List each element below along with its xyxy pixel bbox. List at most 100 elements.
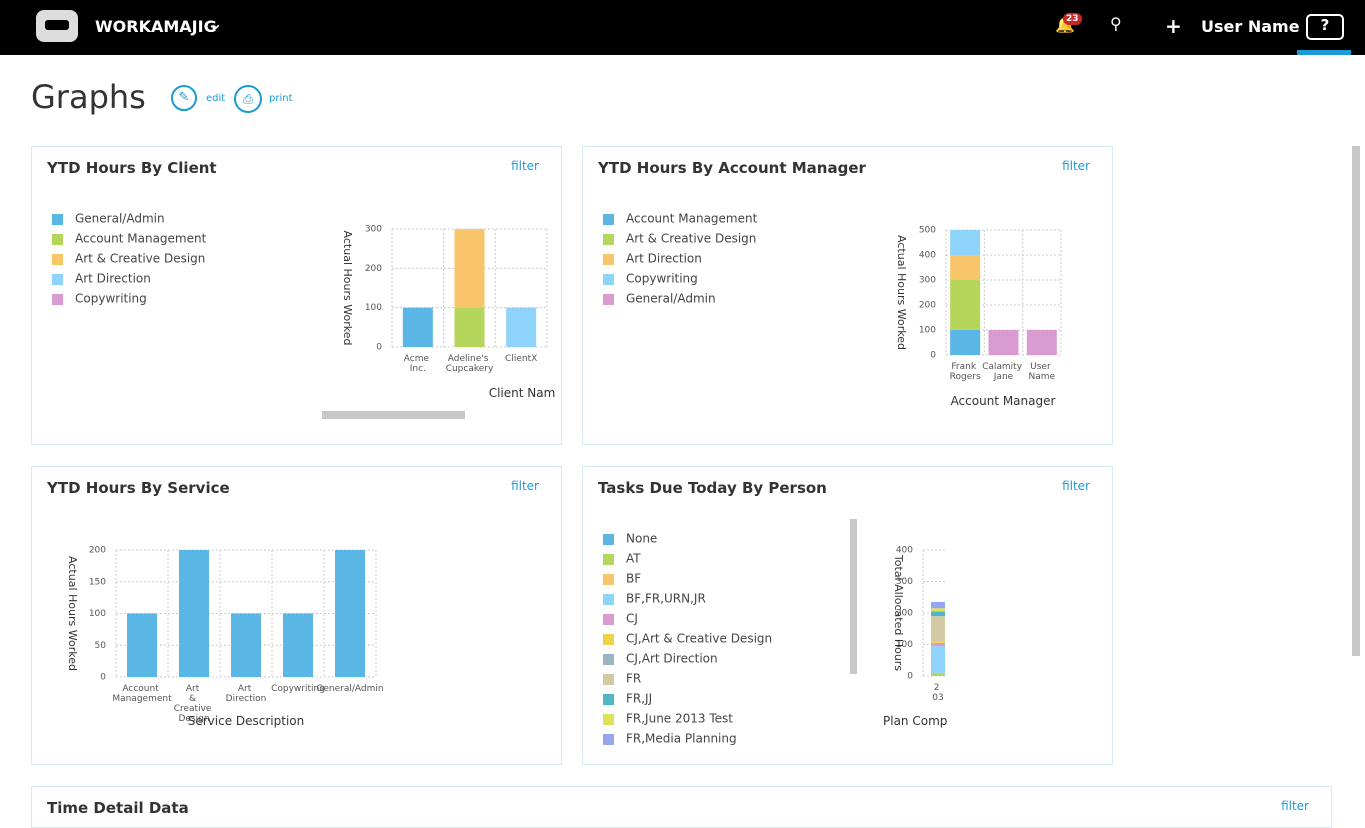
chart-panel: Tasks Due Today By Person filter 2 03 0 100 2… bbox=[582, 466, 1113, 765]
legend-swatch bbox=[603, 234, 614, 245]
label-line: Cupcakery bbox=[446, 364, 494, 374]
legend-swatch bbox=[52, 274, 63, 285]
logo[interactable] bbox=[36, 10, 78, 42]
print-icon[interactable]: ⎙ bbox=[234, 85, 262, 113]
legend-swatch bbox=[603, 714, 614, 725]
filter-link[interactable]: filter bbox=[1062, 159, 1090, 173]
legend-swatch bbox=[603, 214, 614, 225]
add[interactable]: + bbox=[1165, 14, 1182, 38]
y-axis-label: Actual Hours Worked bbox=[66, 556, 79, 671]
label-line: Creative bbox=[174, 704, 215, 714]
legend-swatch bbox=[603, 574, 614, 585]
bar-segment bbox=[454, 229, 485, 308]
x-tick-label: ClientX bbox=[505, 354, 537, 364]
bar-segment bbox=[950, 255, 981, 280]
legend-label: Art & Creative Design bbox=[626, 232, 756, 246]
h-scrollbar bbox=[322, 411, 465, 419]
label-line: & bbox=[189, 694, 199, 704]
bar-segment bbox=[950, 280, 981, 330]
brand[interactable]: WORKAMAJIG bbox=[95, 17, 217, 36]
time-detail-panel: Time Detail Data filter bbox=[31, 786, 1332, 828]
legend-label: General/Admin bbox=[626, 292, 716, 306]
legend-swatch bbox=[52, 294, 63, 305]
legend-swatch bbox=[52, 234, 63, 245]
label-line: 2 bbox=[934, 683, 943, 693]
x-tick-label: Calamity Jane bbox=[982, 362, 1025, 382]
label-line: Calamity bbox=[982, 362, 1025, 372]
bar bbox=[231, 613, 261, 677]
brand-caret[interactable]: ⌄ bbox=[209, 14, 223, 33]
legend-swatch bbox=[603, 674, 614, 685]
y-tick-label: 0 bbox=[100, 673, 106, 683]
label-line: Direction bbox=[226, 694, 267, 704]
x-tick-label: Acme Inc. bbox=[404, 354, 432, 374]
y-tick-label: 300 bbox=[919, 276, 936, 286]
edit-link[interactable]: edit bbox=[206, 93, 226, 104]
bar bbox=[127, 613, 157, 677]
bar-segment bbox=[1026, 330, 1057, 355]
y-axis-label: Total Allocated Hours bbox=[892, 554, 905, 671]
legend-label: BF,FR,URN,JR bbox=[626, 592, 706, 606]
legend: Account Management Art & Creative Design A… bbox=[603, 212, 758, 306]
legend-label: CJ,Art Direction bbox=[626, 652, 718, 666]
legend-swatch bbox=[603, 274, 614, 285]
print-link[interactable]: print bbox=[269, 93, 293, 104]
legend-label: General/Admin bbox=[75, 212, 165, 226]
legend-swatch bbox=[603, 594, 614, 605]
filter-link[interactable]: filter bbox=[1281, 799, 1309, 813]
filter-link[interactable]: filter bbox=[511, 159, 539, 173]
chart: Acme Inc. Adeline's Cupcakery ClientX 0 100 2… bbox=[52, 212, 555, 419]
bar bbox=[335, 550, 365, 677]
y-tick-label: 0 bbox=[930, 351, 936, 361]
legend-label: Art & Creative Design bbox=[75, 252, 205, 266]
bar bbox=[283, 613, 313, 677]
bar-segment bbox=[506, 307, 537, 347]
help[interactable]: ? bbox=[1306, 14, 1344, 40]
plot: Acme Inc. Adeline's Cupcakery ClientX bbox=[391, 228, 548, 374]
filter-link[interactable]: filter bbox=[1062, 479, 1090, 493]
y-tick-label: 300 bbox=[365, 225, 382, 235]
legend-swatch bbox=[603, 654, 614, 665]
bar-segment bbox=[931, 611, 945, 617]
label-line: Frank bbox=[951, 362, 979, 372]
legend-swatch bbox=[52, 254, 63, 265]
label-line: User bbox=[1030, 362, 1053, 372]
label-line: Adeline's bbox=[448, 354, 492, 364]
x-tick-label: Art Direction bbox=[226, 684, 267, 704]
user-name[interactable]: User Name bbox=[1201, 17, 1300, 36]
label-line: Art bbox=[186, 684, 202, 694]
edit-icon[interactable]: ✎ bbox=[171, 85, 197, 111]
label-line: Management bbox=[112, 694, 172, 704]
label-line: 03 bbox=[932, 693, 943, 703]
y-tick-label: 200 bbox=[89, 546, 106, 556]
legend-label: Copywriting bbox=[75, 292, 147, 306]
y-axis-label: Actual Hours Worked bbox=[895, 235, 908, 350]
filter-link[interactable]: filter bbox=[511, 479, 539, 493]
y-tick-label: 0 bbox=[376, 343, 382, 353]
search[interactable]: ⚲ bbox=[1110, 14, 1122, 33]
legend-label: CJ,Art & Creative Design bbox=[626, 632, 772, 646]
label-line: Art bbox=[238, 684, 254, 694]
chart-panel: YTD Hours By Service filter Account Manage… bbox=[31, 466, 562, 765]
bar-segment bbox=[931, 601, 945, 609]
y-tick-label: 50 bbox=[95, 641, 107, 651]
legend-label: Account Management bbox=[75, 232, 207, 246]
scrollbar bbox=[1352, 146, 1360, 656]
legend-label: BF bbox=[626, 572, 641, 586]
x-tick-label: Art & Creative Design bbox=[174, 684, 215, 724]
x-tick-label: Frank Rogers bbox=[950, 362, 981, 382]
y-tick-label: 400 bbox=[896, 546, 913, 556]
y-tick-label: 0 bbox=[907, 672, 913, 682]
bar-segment bbox=[454, 307, 485, 347]
label-line: Design bbox=[178, 714, 209, 724]
y-tick-label: 200 bbox=[896, 609, 913, 619]
label-line: Name bbox=[1029, 372, 1056, 382]
plot: 2 03 bbox=[922, 549, 945, 703]
legend-label: None bbox=[626, 532, 657, 546]
